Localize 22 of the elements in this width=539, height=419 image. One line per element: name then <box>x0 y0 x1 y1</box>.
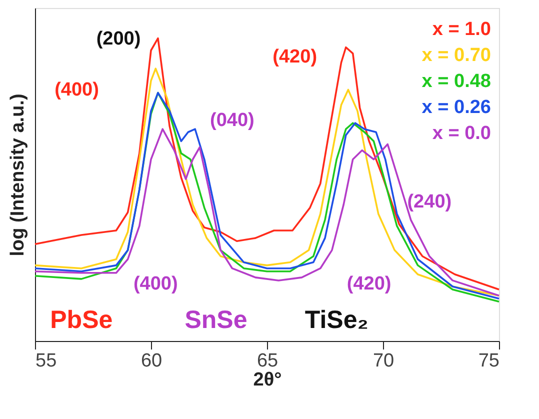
annotation: (040) <box>210 110 254 132</box>
text: x = 0.48 <box>422 71 491 92</box>
annotation: (400) <box>54 80 99 101</box>
x-tick-label: 60 <box>140 350 162 372</box>
annotation: SnSe <box>184 306 248 334</box>
text: x = 0.26 <box>422 97 491 118</box>
annotation: (420) <box>346 273 392 294</box>
annotation: TiSe₂ <box>304 306 368 334</box>
x-axis-title: 2θ° <box>253 370 282 390</box>
annotation: (420) <box>272 46 318 68</box>
text: x = 0.0 <box>432 123 491 144</box>
annotation: (240) <box>407 192 452 213</box>
text: x = 1.0 <box>432 19 491 40</box>
x-tick-label: 65 <box>256 350 278 372</box>
x-tick-label: 55 <box>36 350 57 372</box>
x-tick-label: 75 <box>478 350 500 372</box>
y-axis-title: log (Intensity a.u.) <box>8 94 28 256</box>
annotation: (200) <box>96 28 141 50</box>
text: x = 0.70 <box>422 45 491 66</box>
annotation: PbSe <box>50 306 113 334</box>
x-tick-label: 70 <box>372 350 394 372</box>
annotation: (400) <box>133 273 178 294</box>
